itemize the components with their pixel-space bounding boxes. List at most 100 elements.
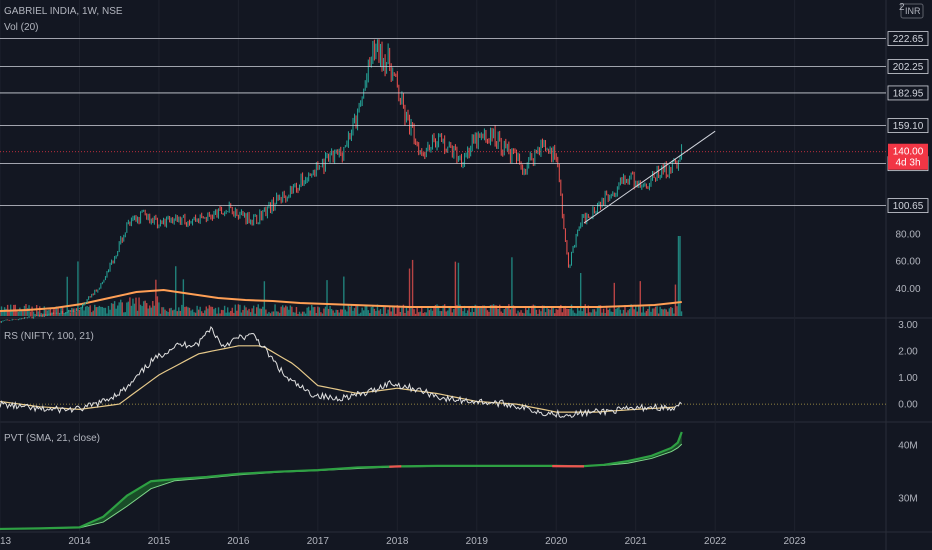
volume-bar <box>103 307 105 316</box>
volume-bar <box>414 313 417 316</box>
volume-bar <box>271 311 273 316</box>
volume-bar <box>457 262 460 316</box>
volume-bar <box>240 312 243 316</box>
volume-bar <box>329 305 331 316</box>
volume-bar <box>631 305 634 316</box>
volume-bar <box>230 310 232 316</box>
volume-bar <box>187 307 189 316</box>
volume-bar <box>190 310 192 316</box>
last-price-box <box>888 143 928 170</box>
volume-bar <box>473 312 475 316</box>
volume-bar <box>677 236 680 316</box>
volume-bar <box>422 313 424 316</box>
volume-bar <box>182 279 185 316</box>
volume-bar <box>421 307 423 316</box>
price-level-label: 182.95 <box>893 88 924 99</box>
volume-bar <box>185 306 188 316</box>
volume-bar <box>141 306 143 316</box>
volume-bar <box>118 302 120 316</box>
volume-bar <box>518 312 521 316</box>
x-tick-label: 2014 <box>68 536 91 547</box>
volume-bar <box>563 306 565 316</box>
volume-bar <box>94 304 96 316</box>
volume-bar <box>469 312 472 316</box>
volume-bar <box>479 307 481 316</box>
volume-bar <box>474 304 476 316</box>
volume-bar <box>573 312 576 316</box>
volume-bar <box>239 304 241 316</box>
volume-bar <box>69 312 71 316</box>
volume-bar <box>220 309 223 316</box>
volume-bar <box>358 313 360 316</box>
volume-bar <box>509 309 512 316</box>
volume-bar <box>399 312 402 316</box>
volume-bar <box>121 302 123 316</box>
volume-bar <box>486 310 489 316</box>
volume-bar <box>384 306 386 316</box>
volume-bar <box>136 310 139 316</box>
volume-bar <box>578 310 580 316</box>
volume-bar <box>466 310 469 316</box>
volume-bar <box>109 309 111 316</box>
volume-bar <box>550 307 553 316</box>
x-tick-label: 2023 <box>783 536 806 547</box>
volume-bar <box>297 313 299 316</box>
rs-pane <box>0 326 886 418</box>
volume-bar <box>129 297 131 316</box>
volume-bar <box>579 273 582 316</box>
price-level-label: 202.25 <box>893 62 924 73</box>
volume-bar <box>411 259 414 316</box>
volume-bar <box>494 305 496 316</box>
volume-bar <box>178 307 180 316</box>
volume-bar <box>621 313 623 316</box>
volume-bar <box>45 310 47 316</box>
volume-bar <box>653 308 655 316</box>
volume-bar <box>208 305 211 316</box>
volume-bar <box>68 309 70 316</box>
volume-bar <box>48 309 50 316</box>
volume-bar <box>347 305 350 316</box>
currency-badge[interactable]: INR <box>900 3 924 19</box>
volume-bar <box>650 311 652 316</box>
volume-bar <box>454 261 457 316</box>
volume-bar <box>259 308 261 316</box>
volume-bar <box>495 305 498 316</box>
volume-bar <box>638 305 640 316</box>
volume-bar <box>483 305 486 316</box>
volume-bar <box>480 306 483 316</box>
legend-rs: RS (NIFTY, 100, 21) <box>4 331 94 342</box>
volume-bar <box>248 308 250 316</box>
volume-bar <box>521 312 524 316</box>
volume-bar <box>49 307 52 316</box>
volume-bar <box>245 307 247 316</box>
volume-bar <box>498 304 501 316</box>
rs-tick-label: 1.00 <box>898 373 918 384</box>
volume-bar <box>514 306 516 316</box>
volume-bar <box>333 312 336 316</box>
x-tick-label: 2015 <box>148 536 171 547</box>
volume-bar <box>589 312 591 316</box>
volume-bar <box>243 305 246 316</box>
volume-bar <box>592 309 594 316</box>
price-levels: 222.65202.25182.95159.10131.30100.65140.… <box>0 31 929 213</box>
volume-bar <box>576 307 579 316</box>
volume-bar <box>593 309 596 316</box>
volume-bar <box>66 276 68 316</box>
volume-bar <box>615 308 617 316</box>
volume-bar <box>595 311 597 316</box>
volume-bar <box>407 310 409 316</box>
x-tick-label: 2013 <box>0 536 12 547</box>
price-level-label: 100.65 <box>893 201 924 212</box>
volume-bar <box>92 310 94 316</box>
volume-bar <box>289 305 292 316</box>
volume-bar <box>376 304 379 316</box>
volume-bar <box>260 308 263 316</box>
volume-bar <box>344 309 347 316</box>
volume-bar <box>355 304 357 316</box>
volume-bar <box>671 307 674 316</box>
volume-bar <box>607 309 609 316</box>
volume-bar <box>26 308 29 316</box>
volume-bar <box>395 313 397 316</box>
volume-bar <box>596 307 599 316</box>
volume-bar <box>639 281 641 316</box>
